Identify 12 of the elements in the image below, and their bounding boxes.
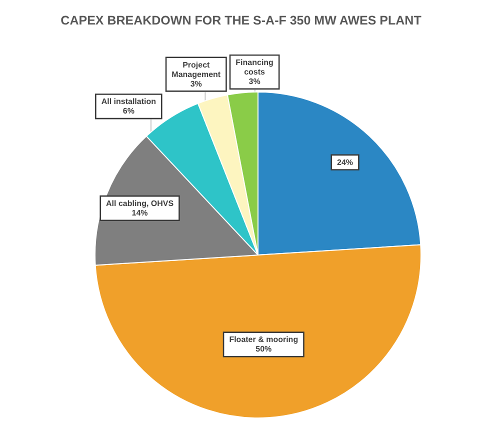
slice-label: Financing costs bbox=[236, 58, 274, 77]
data-label: 14% bbox=[132, 208, 148, 218]
slice-label: Project Management bbox=[172, 60, 221, 79]
data-label: 6% bbox=[122, 106, 134, 116]
data-label: 3% bbox=[248, 77, 260, 86]
data-label: 50% bbox=[256, 344, 272, 354]
slice-label: Floater & mooring bbox=[229, 335, 298, 344]
chart-title: CAPEX BREAKDOWN FOR THE S-A-F 350 MW AWES PLANT bbox=[60, 14, 422, 28]
slice-label: All cabling, OHVS bbox=[106, 198, 174, 208]
data-label: 24% bbox=[337, 158, 354, 167]
data-label: 3% bbox=[190, 79, 202, 88]
slice-label: All installation bbox=[101, 97, 156, 106]
